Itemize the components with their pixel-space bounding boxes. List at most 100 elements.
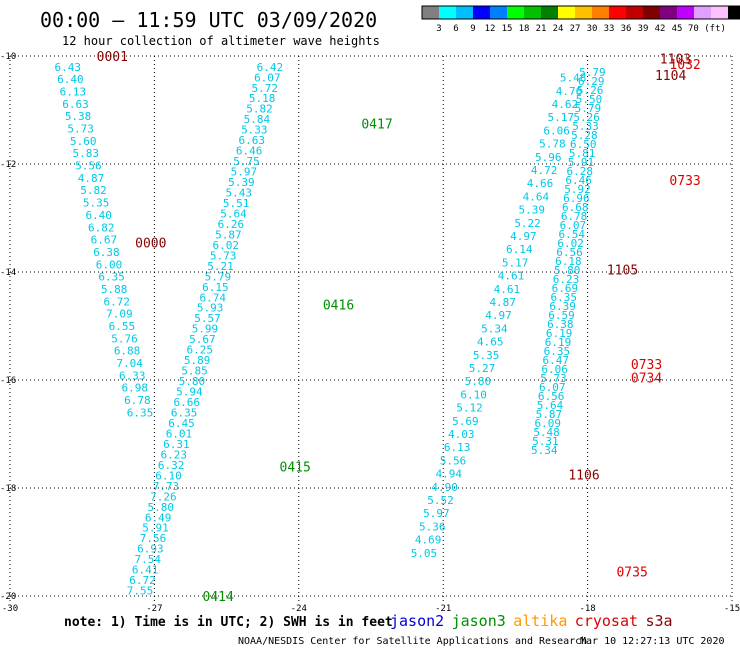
wave-height-value: 5.18 bbox=[249, 92, 276, 105]
wave-height-value: 6.02 bbox=[212, 239, 239, 252]
pass-time-label: 0734 bbox=[631, 371, 662, 386]
wave-height-value: 4.69 bbox=[415, 534, 442, 547]
wave-height-value: 5.75 bbox=[233, 155, 260, 168]
wave-height-value: 6.35 bbox=[544, 345, 571, 358]
wave-height-value: 5.85 bbox=[181, 365, 208, 378]
wave-height-value: 6.39 bbox=[549, 300, 576, 313]
wave-height-value: 5.28 bbox=[571, 129, 598, 142]
wave-height-value: 5.26 bbox=[577, 84, 604, 97]
pass-time-label: 0733 bbox=[631, 358, 662, 373]
wave-height-value: 6.38 bbox=[547, 318, 574, 331]
colorbar-swatch bbox=[711, 6, 728, 19]
wave-height-value: 6.00 bbox=[96, 258, 123, 271]
wave-height-value: 5.33 bbox=[241, 124, 268, 137]
satellite-legend: jason2 jason3 altika cryosat s3a bbox=[390, 612, 673, 630]
wave-height-value: 5.79 bbox=[575, 102, 602, 115]
wave-height-value: 6.32 bbox=[158, 459, 185, 472]
wave-height-value: 7.55 bbox=[127, 585, 154, 598]
wave-height-value: 6.45 bbox=[168, 417, 195, 430]
wave-height-value: 4.90 bbox=[431, 481, 458, 494]
wave-height-value: 6.23 bbox=[553, 273, 580, 286]
wave-height-value: 5.64 bbox=[537, 399, 564, 412]
wave-height-value: 5.80 bbox=[465, 375, 492, 388]
wave-height-value: 5.80 bbox=[148, 501, 175, 514]
wave-height-value: 6.68 bbox=[562, 201, 589, 214]
wave-height-value: 5.81 bbox=[569, 147, 596, 160]
satellite-legend-cryosat: cryosat bbox=[575, 612, 638, 630]
wave-height-value: 5.48 bbox=[560, 72, 587, 85]
wave-height-value: 5.76 bbox=[111, 332, 138, 345]
wave-height-value: 6.25 bbox=[186, 344, 213, 357]
wave-height-value: 6.26 bbox=[218, 218, 245, 231]
wave-height-value: 5.39 bbox=[518, 204, 545, 217]
pass-time-label: 1103 bbox=[660, 53, 691, 68]
wave-height-value: 5.73 bbox=[67, 123, 94, 136]
satellite-legend-s3a: s3a bbox=[646, 612, 673, 630]
wave-height-value: 4.87 bbox=[78, 172, 105, 185]
x-tick-label: -27 bbox=[146, 604, 162, 614]
colorbar-label: 36 bbox=[621, 24, 632, 34]
wave-height-value: 7.04 bbox=[116, 357, 143, 370]
wave-height-value: 7.26 bbox=[150, 490, 177, 503]
wave-height-value: 6.09 bbox=[534, 417, 561, 430]
wave-height-value: 6.49 bbox=[145, 511, 172, 524]
wave-height-value: 4.66 bbox=[527, 177, 554, 190]
wave-height-value: 6.78 bbox=[124, 394, 151, 407]
wave-height-value: 5.56 bbox=[440, 454, 467, 467]
wave-height-value: 6.02 bbox=[557, 237, 584, 250]
wave-height-value: 5.80 bbox=[179, 375, 206, 388]
wave-height-value: 5.72 bbox=[251, 82, 278, 95]
wave-height-value: 6.78 bbox=[561, 210, 588, 223]
wave-height-value: 5.89 bbox=[184, 354, 211, 367]
wave-height-value: 4.97 bbox=[485, 309, 512, 322]
wave-height-value: 4.97 bbox=[510, 230, 537, 243]
wave-height-value: 5.80 bbox=[554, 264, 581, 277]
satellite-legend-jason2: jason2 bbox=[390, 612, 444, 630]
y-tick-label: -16 bbox=[0, 376, 16, 386]
wave-height-value: 5.78 bbox=[539, 138, 566, 151]
colorbar-label: 30 bbox=[587, 24, 598, 34]
wave-height-value: 5.60 bbox=[70, 135, 97, 148]
wave-height-value: 5.93 bbox=[197, 302, 224, 315]
wave-height-value: 5.38 bbox=[65, 110, 92, 123]
wave-height-value: 6.55 bbox=[109, 320, 136, 333]
wave-height-value: 5.33 bbox=[572, 120, 599, 133]
wave-height-value: 6.14 bbox=[506, 243, 533, 256]
wave-height-value: 6.67 bbox=[91, 234, 118, 247]
wave-height-value: 6.29 bbox=[578, 75, 605, 88]
pass-time-label: 0417 bbox=[361, 118, 392, 133]
wave-height-value: 6.88 bbox=[114, 345, 141, 358]
wave-height-value: 5.43 bbox=[225, 187, 252, 200]
colorbar-frame bbox=[421, 5, 740, 20]
colorbar-label: 24 bbox=[553, 24, 564, 34]
wave-height-value: 5.12 bbox=[456, 402, 483, 415]
wave-height-value: 5.57 bbox=[194, 312, 221, 325]
wave-height-value: 4.61 bbox=[498, 270, 525, 283]
wave-height-value: 5.82 bbox=[80, 184, 107, 197]
wave-height-value: 5.97 bbox=[231, 166, 258, 179]
wave-height-value: 6.72 bbox=[104, 295, 131, 308]
wave-height-value: 6.74 bbox=[199, 291, 226, 304]
colorbar-label: 39 bbox=[638, 24, 649, 34]
wave-height-value: 5.21 bbox=[207, 260, 234, 273]
chart-title: 00:00 – 11:59 UTC 03/09/2020 bbox=[40, 8, 377, 32]
colorbar-label: 15 bbox=[502, 24, 513, 34]
wave-height-value: 6.40 bbox=[57, 73, 84, 86]
colorbar-swatch bbox=[677, 6, 694, 19]
y-tick-label: -12 bbox=[0, 160, 16, 170]
wave-height-value: 6.69 bbox=[552, 282, 579, 295]
y-tick-label: -18 bbox=[0, 484, 16, 494]
pass-time-label: 1032 bbox=[669, 58, 700, 73]
wave-height-value: 7.54 bbox=[135, 553, 162, 566]
wave-height-value: 5.84 bbox=[244, 113, 271, 126]
wave-height-value: 5.05 bbox=[411, 547, 438, 560]
wave-height-value: 5.56 bbox=[75, 160, 102, 173]
wave-height-value: 6.06 bbox=[541, 363, 568, 376]
colorbar-swatch bbox=[507, 6, 524, 19]
wave-height-value: 4.94 bbox=[436, 468, 463, 481]
y-tick-label: -20 bbox=[0, 592, 16, 602]
wave-height-value: 6.01 bbox=[166, 427, 193, 440]
wave-height-value: 6.07 bbox=[539, 381, 566, 394]
